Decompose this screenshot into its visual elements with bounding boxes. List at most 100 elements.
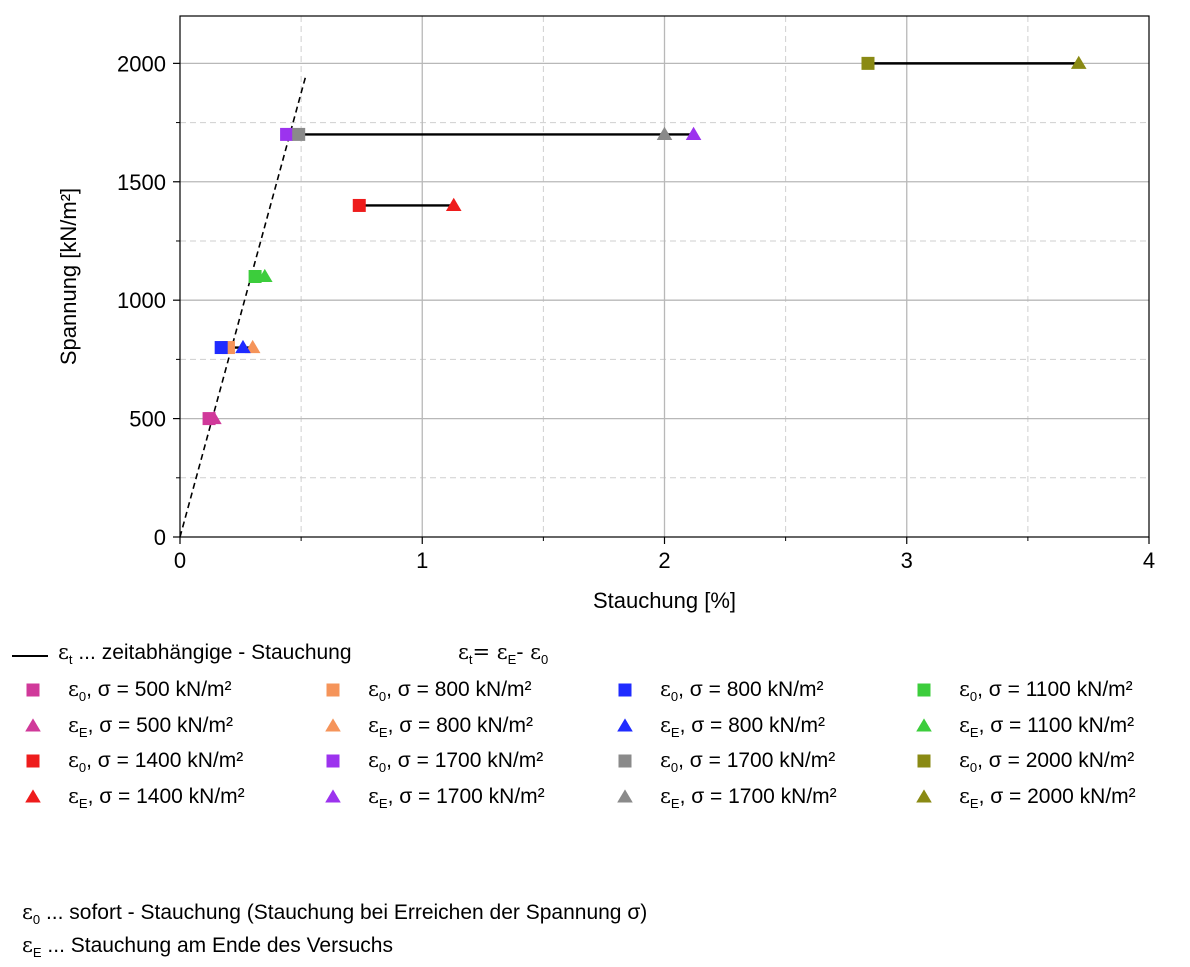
formula-mid2: - ε xyxy=(516,640,541,664)
legend-marker-shape xyxy=(917,754,931,768)
line-key-formula: εt= εE- ε0 xyxy=(458,640,548,667)
line-key-sub: t xyxy=(68,652,73,668)
legend-text: , σ = 2000 kN/m² xyxy=(978,785,1136,808)
x-tick-label: 0 xyxy=(174,548,186,573)
legend-sub: 0 xyxy=(78,760,87,776)
x-axis-label: Stauchung [%] xyxy=(593,588,736,613)
chart: 0 1 2 3 4 0 500 1000 1500 2000 Stauchung [%] Span… xyxy=(56,15,1155,613)
legend-item-label: εE, σ = 500 kN/m² xyxy=(68,713,233,740)
legend-triangle-marker xyxy=(325,789,341,803)
legend-item-label: εE, σ = 1100 kN/m² xyxy=(959,713,1134,740)
legend-eps: ε xyxy=(660,677,671,701)
legend-sub: E xyxy=(670,725,680,741)
legend-item-label: εE, σ = 1700 kN/m² xyxy=(368,784,545,812)
legend-text: , σ = 1700 kN/m² xyxy=(387,785,545,808)
formula-sub3: 0 xyxy=(541,652,549,668)
legend-triangle-marker xyxy=(25,789,41,803)
legend-text: , σ = 1700 kN/m² xyxy=(679,785,837,808)
legend-item-label: εE, σ = 2000 kN/m² xyxy=(959,784,1136,812)
y-axis-label: Spannung [kN/m²] xyxy=(56,188,81,365)
legend-text: , σ = 800 kN/m² xyxy=(386,678,532,701)
note-eps0: ε0 ... sofort - Stauchung (Stauchung bei… xyxy=(22,900,647,927)
legend-text: , σ = 800 kN/m² xyxy=(679,714,825,737)
point-epsilonE xyxy=(206,410,222,425)
line-key-label: εt ... zeitabhängige - Stauchung xyxy=(58,640,352,667)
legend-triangle-marker xyxy=(916,718,932,732)
legend-square-marker xyxy=(618,683,632,697)
legend-eps: ε xyxy=(68,748,79,772)
legend-item: εE, σ = 1700 kN/m² xyxy=(614,784,837,811)
dashed-trend-line xyxy=(179,74,307,538)
legend-sub: 0 xyxy=(378,760,387,776)
legend-eps: ε xyxy=(68,713,79,737)
legend-item: εE, σ = 1400 kN/m² xyxy=(22,784,245,811)
legend-item: ε0, σ = 800 kN/m² xyxy=(614,677,824,704)
legend-marker-shape xyxy=(25,789,41,803)
legend-marker-shape xyxy=(617,718,633,732)
point-epsilon0 xyxy=(214,341,228,355)
legend-square-marker xyxy=(326,754,340,768)
legend-eps: ε xyxy=(959,677,970,701)
legend-sub: E xyxy=(378,725,388,741)
legend-eps: ε xyxy=(660,748,671,772)
legend-triangle-marker xyxy=(25,718,41,732)
legend-text: , σ = 500 kN/m² xyxy=(87,714,233,737)
y-tick-label: 2000 xyxy=(117,51,166,76)
legend-square-marker xyxy=(26,754,40,768)
legend-marker-shape xyxy=(618,683,632,697)
legend-marker-shape xyxy=(25,718,41,732)
legend-marker-shape xyxy=(618,754,632,768)
legend-sub: E xyxy=(969,796,979,812)
markers-group xyxy=(202,55,1087,426)
legend-item-label: εE, σ = 1700 kN/m² xyxy=(660,784,837,811)
x-tick-label: 1 xyxy=(416,548,428,573)
legend-marker-shape xyxy=(617,789,633,803)
formula-mid: = ε xyxy=(472,640,508,664)
legend-item: εE, σ = 2000 kN/m² xyxy=(913,784,1136,811)
point-epsilonE xyxy=(445,197,462,212)
point-epsilonE xyxy=(656,126,673,140)
legend-triangle-marker xyxy=(325,718,341,732)
legend-marker-shape xyxy=(325,789,341,803)
legend-text: , σ = 2000 kN/m² xyxy=(977,749,1135,772)
legend-eps: ε xyxy=(660,784,671,808)
formula-sub2: E xyxy=(507,652,517,668)
note-eps0-sub: 0 xyxy=(32,912,41,928)
legend-item: εE, σ = 1700 kN/m² xyxy=(322,784,545,811)
legend-marker-shape xyxy=(326,683,340,697)
x-tick-label: 2 xyxy=(658,548,670,573)
legend-marker-shape xyxy=(325,718,341,732)
legend-square-marker xyxy=(917,754,931,768)
legend-sub: 0 xyxy=(969,689,978,705)
legend-item: ε0, σ = 2000 kN/m² xyxy=(913,748,1134,775)
legend-text: , σ = 1700 kN/m² xyxy=(386,749,544,772)
legend-item: ε0, σ = 1700 kN/m² xyxy=(614,748,835,775)
legend-item-label: εE, σ = 1400 kN/m² xyxy=(68,784,245,812)
note-epsE: εE ... Stauchung am Ende des Versuchs xyxy=(22,933,393,960)
y-tick-label: 1000 xyxy=(117,288,166,313)
axes: 0 1 2 3 4 0 500 1000 1500 2000 xyxy=(117,51,1155,573)
legend-sub: E xyxy=(78,796,88,812)
legend-item-label: ε0, σ = 1400 kN/m² xyxy=(68,748,243,776)
legend-item-label: ε0, σ = 800 kN/m² xyxy=(368,677,532,705)
point-epsilonE xyxy=(256,268,273,283)
legend-eps: ε xyxy=(368,748,379,772)
point-epsilon0 xyxy=(248,270,262,283)
legend-item-label: ε0, σ = 800 kN/m² xyxy=(660,677,824,704)
legend-eps: ε xyxy=(68,677,79,701)
point-epsilonE xyxy=(1070,55,1087,69)
legend-item: ε0, σ = 1100 kN/m² xyxy=(913,677,1133,704)
legend-text: , σ = 500 kN/m² xyxy=(86,678,232,701)
legend-triangle-marker xyxy=(916,789,932,803)
legend-sub: E xyxy=(378,796,388,812)
point-epsilonE xyxy=(235,339,251,354)
legend-marker-shape xyxy=(916,789,932,803)
y-tick-label: 1500 xyxy=(117,170,166,195)
point-epsilonE xyxy=(685,126,702,140)
legend-sub: 0 xyxy=(378,689,387,705)
x-tick-label: 3 xyxy=(901,548,913,573)
dashed-line-group xyxy=(179,74,307,538)
point-epsilon0 xyxy=(861,56,875,70)
note-epsE-eps: ε xyxy=(22,933,33,957)
legend-eps: ε xyxy=(959,713,970,737)
